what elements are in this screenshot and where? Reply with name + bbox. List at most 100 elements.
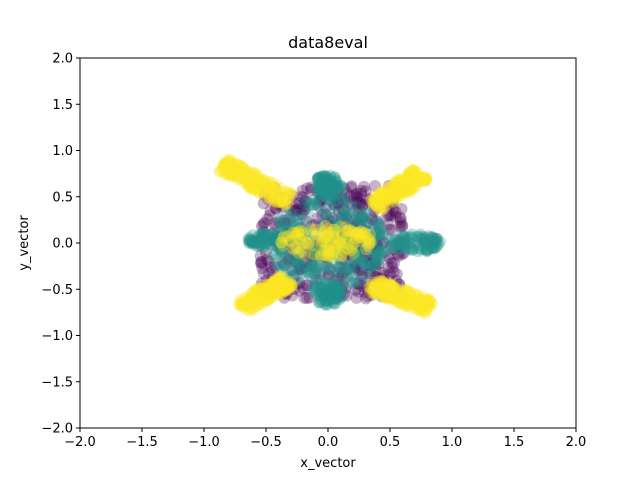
scatter-point <box>263 189 276 202</box>
scatter-point <box>249 182 262 195</box>
scatter-point <box>351 195 364 208</box>
scatter-point <box>356 267 369 279</box>
scatter-point <box>229 164 242 177</box>
scatter-point <box>266 265 279 278</box>
scatter-point <box>271 180 283 193</box>
scatter-point <box>386 279 399 292</box>
scatter-point <box>412 245 425 258</box>
scatter-point <box>229 167 242 179</box>
scatter-point <box>377 279 390 292</box>
scatter-point <box>245 179 258 192</box>
scatter-point <box>395 248 408 261</box>
scatter-point <box>366 244 379 257</box>
scatter-point <box>244 233 257 246</box>
x-tick-label: 0.5 <box>380 435 401 450</box>
scatter-point <box>301 292 314 304</box>
scatter-point <box>403 166 416 179</box>
scatter-point <box>266 276 279 289</box>
scatter-point <box>275 282 288 295</box>
scatter-point <box>367 287 380 300</box>
scatter-point <box>410 167 423 180</box>
scatter-point <box>352 264 365 277</box>
scatter-point <box>400 284 413 297</box>
scatter-point <box>385 240 397 253</box>
scatter-point <box>414 228 427 241</box>
scatter-point <box>240 169 253 182</box>
scatter-point <box>326 186 339 199</box>
scatter-point <box>418 172 431 185</box>
scatter-point <box>274 275 287 288</box>
scatter-point <box>374 186 387 199</box>
scatter-point <box>407 164 419 177</box>
scatter-point <box>355 208 368 221</box>
scatter-point <box>351 218 364 231</box>
scatter-point <box>405 184 417 197</box>
scatter-point <box>357 256 370 269</box>
scatter-point <box>269 286 282 299</box>
scatter-point <box>250 239 263 252</box>
scatter-point <box>374 285 387 298</box>
scatter-point <box>248 289 261 302</box>
scatter-point <box>400 284 413 297</box>
scatter-point <box>253 173 266 186</box>
scatter-point <box>339 242 352 255</box>
scatter-point <box>274 231 287 244</box>
scatter-point <box>274 287 287 300</box>
scatter-point <box>358 198 371 211</box>
scatter-point <box>241 170 254 183</box>
scatter-point <box>379 280 392 293</box>
scatter-point <box>238 301 251 313</box>
scatter-point <box>424 296 437 309</box>
scatter-point <box>296 184 309 197</box>
scatter-point <box>410 288 423 301</box>
x-tick-label: 1.5 <box>504 435 525 450</box>
scatter-point <box>268 233 281 246</box>
scatter-point <box>279 284 292 297</box>
scatter-point <box>348 188 361 201</box>
scatter-point <box>329 279 342 292</box>
scatter-point <box>329 264 342 277</box>
scatter-point <box>294 232 306 245</box>
scatter-point <box>354 225 367 238</box>
scatter-point <box>363 236 376 249</box>
scatter-point <box>267 248 280 261</box>
scatter-point <box>426 241 439 253</box>
scatter-point <box>345 181 358 194</box>
scatter-point <box>280 283 293 296</box>
scatter-point <box>256 227 269 240</box>
scatter-point <box>398 231 410 244</box>
scatter-point <box>238 291 251 304</box>
scatter-point <box>412 242 425 255</box>
scatter-point <box>269 182 282 195</box>
scatter-point <box>345 198 358 211</box>
scatter-point <box>405 231 418 244</box>
scatter-point <box>405 237 418 250</box>
scatter-point <box>256 185 269 198</box>
scatter-point <box>246 292 259 305</box>
scatter-point <box>319 182 332 195</box>
scatter-point <box>323 263 336 276</box>
scatter-point <box>316 289 329 302</box>
scatter-point <box>421 233 434 246</box>
scatter-point <box>361 281 374 294</box>
scatter-point <box>254 281 267 294</box>
scatter-point <box>334 291 347 304</box>
scatter-point <box>343 225 356 237</box>
scatter-point <box>374 201 387 214</box>
scatter-point <box>288 251 300 264</box>
scatter-point <box>325 247 338 260</box>
scatter-point <box>370 198 383 211</box>
scatter-point <box>386 288 399 301</box>
scatter-point <box>244 296 257 309</box>
scatter-point <box>371 200 384 213</box>
scatter-point <box>330 175 343 188</box>
scatter-point <box>393 237 406 250</box>
scatter-point <box>330 281 343 294</box>
scatter-point <box>373 197 386 210</box>
scatter-point <box>398 185 411 198</box>
scatter-point <box>376 280 389 293</box>
scatter-point <box>277 259 290 272</box>
scatter-point <box>375 286 388 299</box>
scatter-point <box>270 239 282 252</box>
scatter-point <box>248 167 261 180</box>
